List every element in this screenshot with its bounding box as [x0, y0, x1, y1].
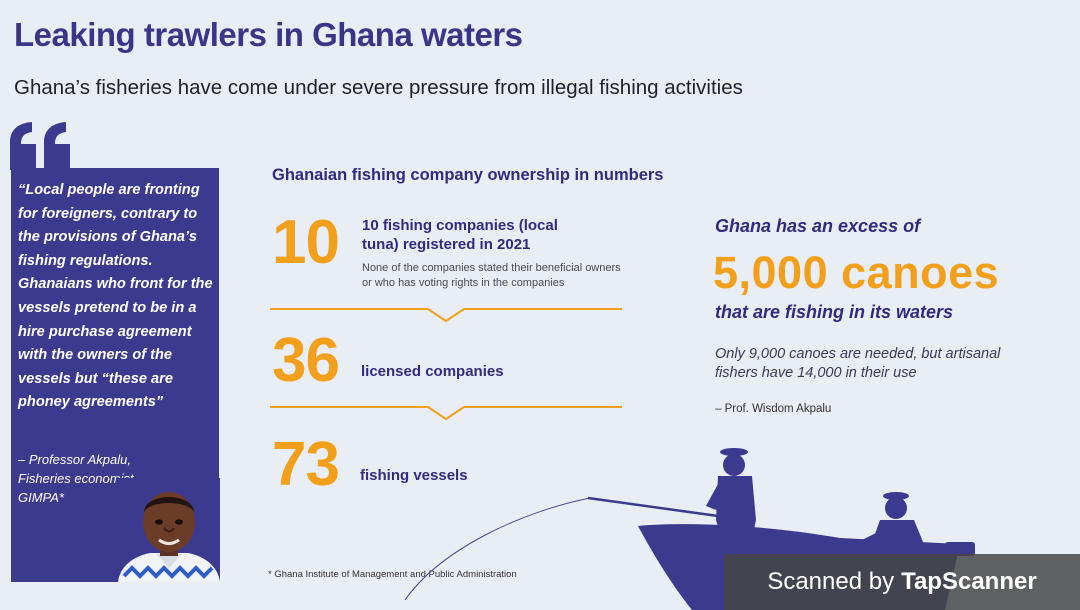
canoes-lead: Ghana has an excess of — [715, 216, 921, 236]
page-title: Leaking trawlers in Ghana waters — [14, 16, 523, 53]
quote-attribution: – Professor Akpalu, Fisheries economist,… — [18, 452, 138, 505]
page-subtitle: Ghana’s fisheries have come under severe… — [14, 76, 743, 99]
watermark-prefix: Scanned by — [767, 568, 895, 595]
divider-chevron — [270, 406, 622, 421]
stat-number-companies-registered: 10 — [272, 208, 340, 277]
scanner-watermark: Scanned by TapScanner — [724, 554, 1080, 610]
watermark-brand: TapScanner — [901, 568, 1037, 595]
quote-text: “Local people are fronting for foreigner… — [18, 182, 213, 411]
stat-label-companies-registered: 10 fishing companies (local tuna) regist… — [362, 217, 558, 253]
canoes-note: Only 9,000 canoes are needed, but artisa… — [715, 346, 1001, 381]
canoes-tail: that are fishing in its waters — [715, 302, 954, 322]
canoes-credit: – Prof. Wisdom Akpalu — [715, 403, 832, 415]
stat-label-licensed-companies: licensed companies — [361, 363, 504, 380]
footnote: * Ghana Institute of Management and Publ… — [268, 569, 517, 580]
stat-number-licensed-companies: 36 — [272, 326, 340, 395]
stat-number-fishing-vessels: 73 — [272, 430, 340, 499]
stats-title: Ghanaian fishing company ownership in nu… — [272, 166, 664, 184]
stat-note-companies-registered: None of the companies stated their benef… — [362, 262, 621, 289]
quote-icon — [10, 122, 70, 170]
divider-chevron — [270, 308, 622, 323]
stat-label-fishing-vessels: fishing vessels — [360, 467, 468, 484]
portrait-photo — [118, 478, 220, 582]
canoes-figure: 5,000 canoes — [713, 247, 1000, 298]
